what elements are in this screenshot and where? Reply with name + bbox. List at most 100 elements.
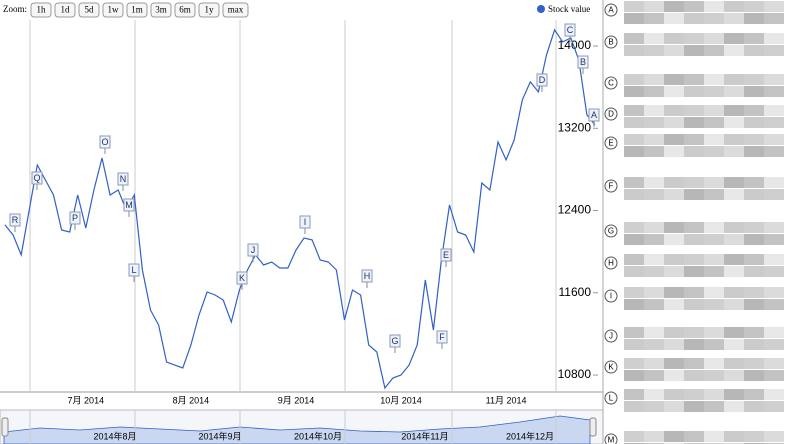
zoom-button-label[interactable]: 1m: [131, 5, 143, 15]
flag-label[interactable]: G: [391, 336, 398, 346]
news-badge[interactable]: [604, 289, 618, 303]
zoom-button-label[interactable]: 1d: [61, 5, 71, 15]
news-badge[interactable]: [604, 360, 618, 374]
zoom-button-label[interactable]: 1h: [37, 5, 47, 15]
news-letter[interactable]: C: [608, 79, 614, 88]
navigator-handle[interactable]: [589, 417, 597, 437]
news-blur: [644, 254, 664, 265]
news-blur: [684, 299, 704, 310]
news-letter[interactable]: L: [609, 394, 614, 403]
zoom-button-label[interactable]: 1y: [205, 5, 215, 15]
flag[interactable]: [588, 108, 600, 122]
zoom-button[interactable]: [126, 2, 148, 18]
flag[interactable]: [436, 330, 448, 344]
news-badge[interactable]: [604, 391, 618, 405]
news-badge[interactable]: [604, 136, 618, 150]
zoom-button[interactable]: [30, 2, 52, 18]
zoom-button[interactable]: [198, 2, 220, 18]
zoom-button-label[interactable]: 1w: [108, 5, 120, 15]
news-letter[interactable]: K: [608, 363, 614, 372]
flag-label[interactable]: Q: [33, 173, 40, 183]
zoom-button[interactable]: [78, 2, 100, 18]
zoom-button-label[interactable]: max: [228, 5, 244, 15]
news-blur: [684, 1, 704, 12]
news-badge[interactable]: [604, 35, 618, 49]
flag-label[interactable]: P: [72, 213, 78, 223]
flag-label[interactable]: N: [120, 174, 127, 184]
flag[interactable]: [9, 213, 21, 227]
news-badge[interactable]: [604, 224, 618, 238]
flag-label[interactable]: L: [131, 265, 136, 275]
news-letter[interactable]: A: [608, 6, 614, 15]
flag-label[interactable]: R: [12, 215, 19, 225]
news-letter[interactable]: D: [608, 110, 614, 119]
news-blur: [664, 389, 684, 400]
zoom-button-label[interactable]: 6m: [179, 5, 191, 15]
flag-label[interactable]: D: [539, 75, 546, 85]
news-blur: [704, 117, 724, 128]
navigator-handle[interactable]: [1, 417, 9, 437]
zoom-button[interactable]: [222, 2, 249, 18]
flag-label[interactable]: K: [239, 273, 245, 283]
news-letter[interactable]: I: [610, 292, 612, 301]
news-badge[interactable]: [604, 329, 618, 343]
flag-label[interactable]: C: [567, 25, 574, 35]
flag-label[interactable]: J: [251, 245, 256, 255]
news-blur: [724, 134, 744, 145]
news-blur: [764, 13, 784, 24]
news-blur: [664, 74, 684, 85]
news-badge[interactable]: [604, 76, 618, 90]
zoom-button-label[interactable]: 5d: [85, 5, 95, 15]
news-blur: [684, 431, 704, 442]
news-badge[interactable]: [604, 179, 618, 193]
zoom-button-label[interactable]: 3m: [155, 5, 167, 15]
news-blur: [704, 13, 724, 24]
news-blur: [664, 1, 684, 12]
news-letter[interactable]: F: [609, 182, 614, 191]
news-blur: [764, 189, 784, 200]
news-blur: [764, 86, 784, 97]
flag[interactable]: [361, 269, 373, 283]
news-badge[interactable]: [604, 3, 618, 17]
flag[interactable]: [247, 243, 259, 257]
flag-label[interactable]: B: [580, 57, 586, 67]
flag-label[interactable]: I: [304, 217, 307, 227]
flag[interactable]: [564, 23, 576, 37]
flag[interactable]: [31, 171, 43, 185]
news-badge[interactable]: [604, 256, 618, 270]
flag[interactable]: [123, 198, 135, 212]
news-blur: [644, 146, 664, 157]
zoom-button[interactable]: [150, 2, 172, 18]
news-blur: [724, 431, 744, 442]
flag[interactable]: [117, 172, 129, 186]
news-letter[interactable]: G: [608, 227, 614, 236]
flag[interactable]: [69, 211, 81, 225]
zoom-button[interactable]: [174, 2, 196, 18]
news-letter[interactable]: M: [608, 436, 615, 444]
flag[interactable]: [440, 248, 452, 262]
news-blur: [684, 86, 704, 97]
news-letter[interactable]: B: [608, 38, 613, 47]
flag-label[interactable]: O: [101, 137, 108, 147]
flag[interactable]: [128, 263, 140, 277]
flag[interactable]: [389, 334, 401, 348]
flag[interactable]: [99, 135, 111, 149]
flag[interactable]: [577, 55, 589, 69]
news-blur: [744, 74, 764, 85]
flag-label[interactable]: M: [125, 200, 133, 210]
flag-label[interactable]: F: [439, 332, 445, 342]
news-badge[interactable]: [604, 433, 618, 444]
news-badge[interactable]: [604, 107, 618, 121]
flag-label[interactable]: H: [364, 271, 371, 281]
flag[interactable]: [236, 271, 248, 285]
flag[interactable]: [536, 73, 548, 87]
news-letter[interactable]: J: [609, 332, 613, 341]
zoom-button[interactable]: [54, 2, 76, 18]
zoom-button[interactable]: [102, 2, 124, 18]
navigator-label: 2014年11月: [401, 430, 448, 441]
news-letter[interactable]: H: [608, 259, 614, 268]
news-letter[interactable]: E: [608, 139, 613, 148]
flag-label[interactable]: A: [591, 110, 597, 120]
flag-label[interactable]: E: [443, 250, 449, 260]
flag[interactable]: [299, 215, 311, 229]
